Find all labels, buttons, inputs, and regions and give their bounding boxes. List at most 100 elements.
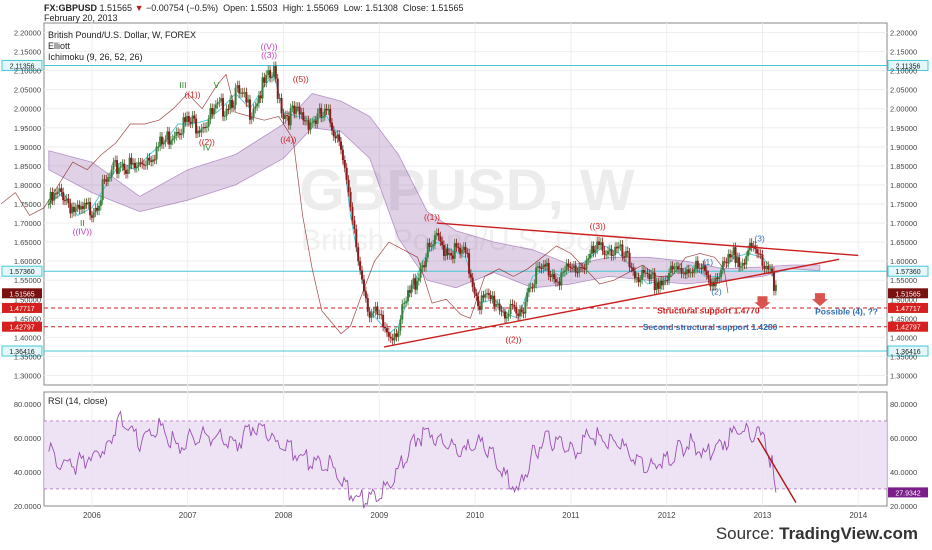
candle-body <box>380 314 383 316</box>
candle-body <box>592 245 595 253</box>
trendline <box>436 222 859 257</box>
candle-body <box>218 101 221 103</box>
candle-body <box>269 70 272 78</box>
candle-body <box>583 268 586 270</box>
candle-body <box>437 232 440 237</box>
candle-body <box>47 204 50 205</box>
candle-body <box>540 267 543 269</box>
candle-body <box>85 202 88 205</box>
candle-body <box>614 246 617 255</box>
candle-body <box>245 92 248 103</box>
ohlc-header: FX:GBPUSD 1.51565 ▼ −0.00754 (−0.5%) Ope… <box>44 3 463 13</box>
candle-body <box>771 268 774 272</box>
candle-body <box>125 170 128 174</box>
watermark-symbol: GBPUSD, W <box>299 158 634 223</box>
candle-body <box>669 265 672 273</box>
candle-body <box>727 254 730 264</box>
candle-body <box>668 272 671 281</box>
y-tick-left: 1.75000 <box>14 200 41 209</box>
candle-body <box>478 306 481 310</box>
candle-body <box>318 107 321 114</box>
candle-body <box>153 159 156 161</box>
legend-elliott: Elliott <box>48 41 71 51</box>
candle-body <box>259 95 262 99</box>
y-tick-right: 1.70000 <box>890 219 917 228</box>
candle-body <box>684 272 687 275</box>
candle-body <box>515 306 518 314</box>
candle-body <box>164 139 167 143</box>
candle-body <box>695 260 698 270</box>
candle-body <box>457 247 460 249</box>
wave-label: ((3)) <box>261 50 277 60</box>
candle-body <box>759 253 762 255</box>
candle-body <box>736 257 739 263</box>
candle-body <box>405 301 408 303</box>
candle-body <box>500 310 503 312</box>
horizontal-levels: 2.11356 2.11356 1.57360 1.57360 1.51565 1.515… <box>1 59 929 357</box>
candle-body <box>329 109 332 123</box>
y-tick-left: 1.45000 <box>14 314 41 323</box>
candle-body <box>732 247 735 256</box>
candle-body <box>232 104 235 108</box>
candle-body <box>560 272 563 286</box>
level-tag-right <box>888 302 928 313</box>
candle-body <box>680 267 683 274</box>
candle-body <box>763 265 766 269</box>
wave-label: ((1)) <box>424 212 440 222</box>
y-tick-left: 1.90000 <box>14 143 41 152</box>
down-arrow-icon <box>754 296 771 310</box>
candle-body <box>650 274 653 280</box>
candle-body <box>376 306 379 315</box>
candle-body <box>309 122 312 130</box>
candle-body <box>666 279 669 281</box>
candle-body <box>116 160 119 174</box>
candle-body <box>484 294 487 298</box>
wave-annotations: ((V))((3))((5))((4))((1))((2))III VIVII((… <box>73 42 878 345</box>
candle-body <box>92 212 95 218</box>
candle-body <box>720 269 723 278</box>
candle-body <box>284 115 287 120</box>
wave-label: ((2)) <box>199 137 215 147</box>
candle-body <box>332 130 335 137</box>
candle-body <box>325 108 328 111</box>
rsi-band <box>44 420 887 489</box>
level-label-right: 1.36416 <box>895 349 920 356</box>
candle-body <box>202 127 205 129</box>
y-tick-right: 1.35000 <box>890 352 917 361</box>
candle-body <box>229 99 232 110</box>
candle-body <box>505 316 508 319</box>
candle-body <box>491 295 494 299</box>
candle-body <box>252 108 255 117</box>
candle-body <box>502 311 505 313</box>
candle-body <box>466 252 469 254</box>
candle-body <box>195 118 198 134</box>
candle-body <box>460 249 463 254</box>
candle-body <box>225 108 228 116</box>
candle-body <box>291 105 294 108</box>
candle-body <box>256 103 259 107</box>
candle-body <box>216 102 219 105</box>
candle-body <box>707 275 710 279</box>
candle-body <box>103 179 106 181</box>
down-arrow-icon <box>811 293 828 307</box>
candle-body <box>137 162 140 167</box>
candle-body <box>423 265 426 268</box>
candle-body <box>741 263 744 267</box>
candle-body <box>617 246 620 249</box>
level-tag-right <box>887 59 929 71</box>
y-tick-right: 1.75000 <box>890 200 917 209</box>
candle-body <box>155 146 158 160</box>
candle-body <box>718 277 721 280</box>
candle-body <box>401 304 404 320</box>
candle-body <box>119 166 122 168</box>
candle-body <box>270 76 273 78</box>
x-tick-label: 2010 <box>466 511 484 520</box>
candle-body <box>162 142 165 145</box>
level-tag-right <box>887 345 929 357</box>
candle-body <box>220 98 223 102</box>
candle-body <box>178 133 181 136</box>
candle-body <box>130 157 133 165</box>
candle-body <box>424 257 427 268</box>
